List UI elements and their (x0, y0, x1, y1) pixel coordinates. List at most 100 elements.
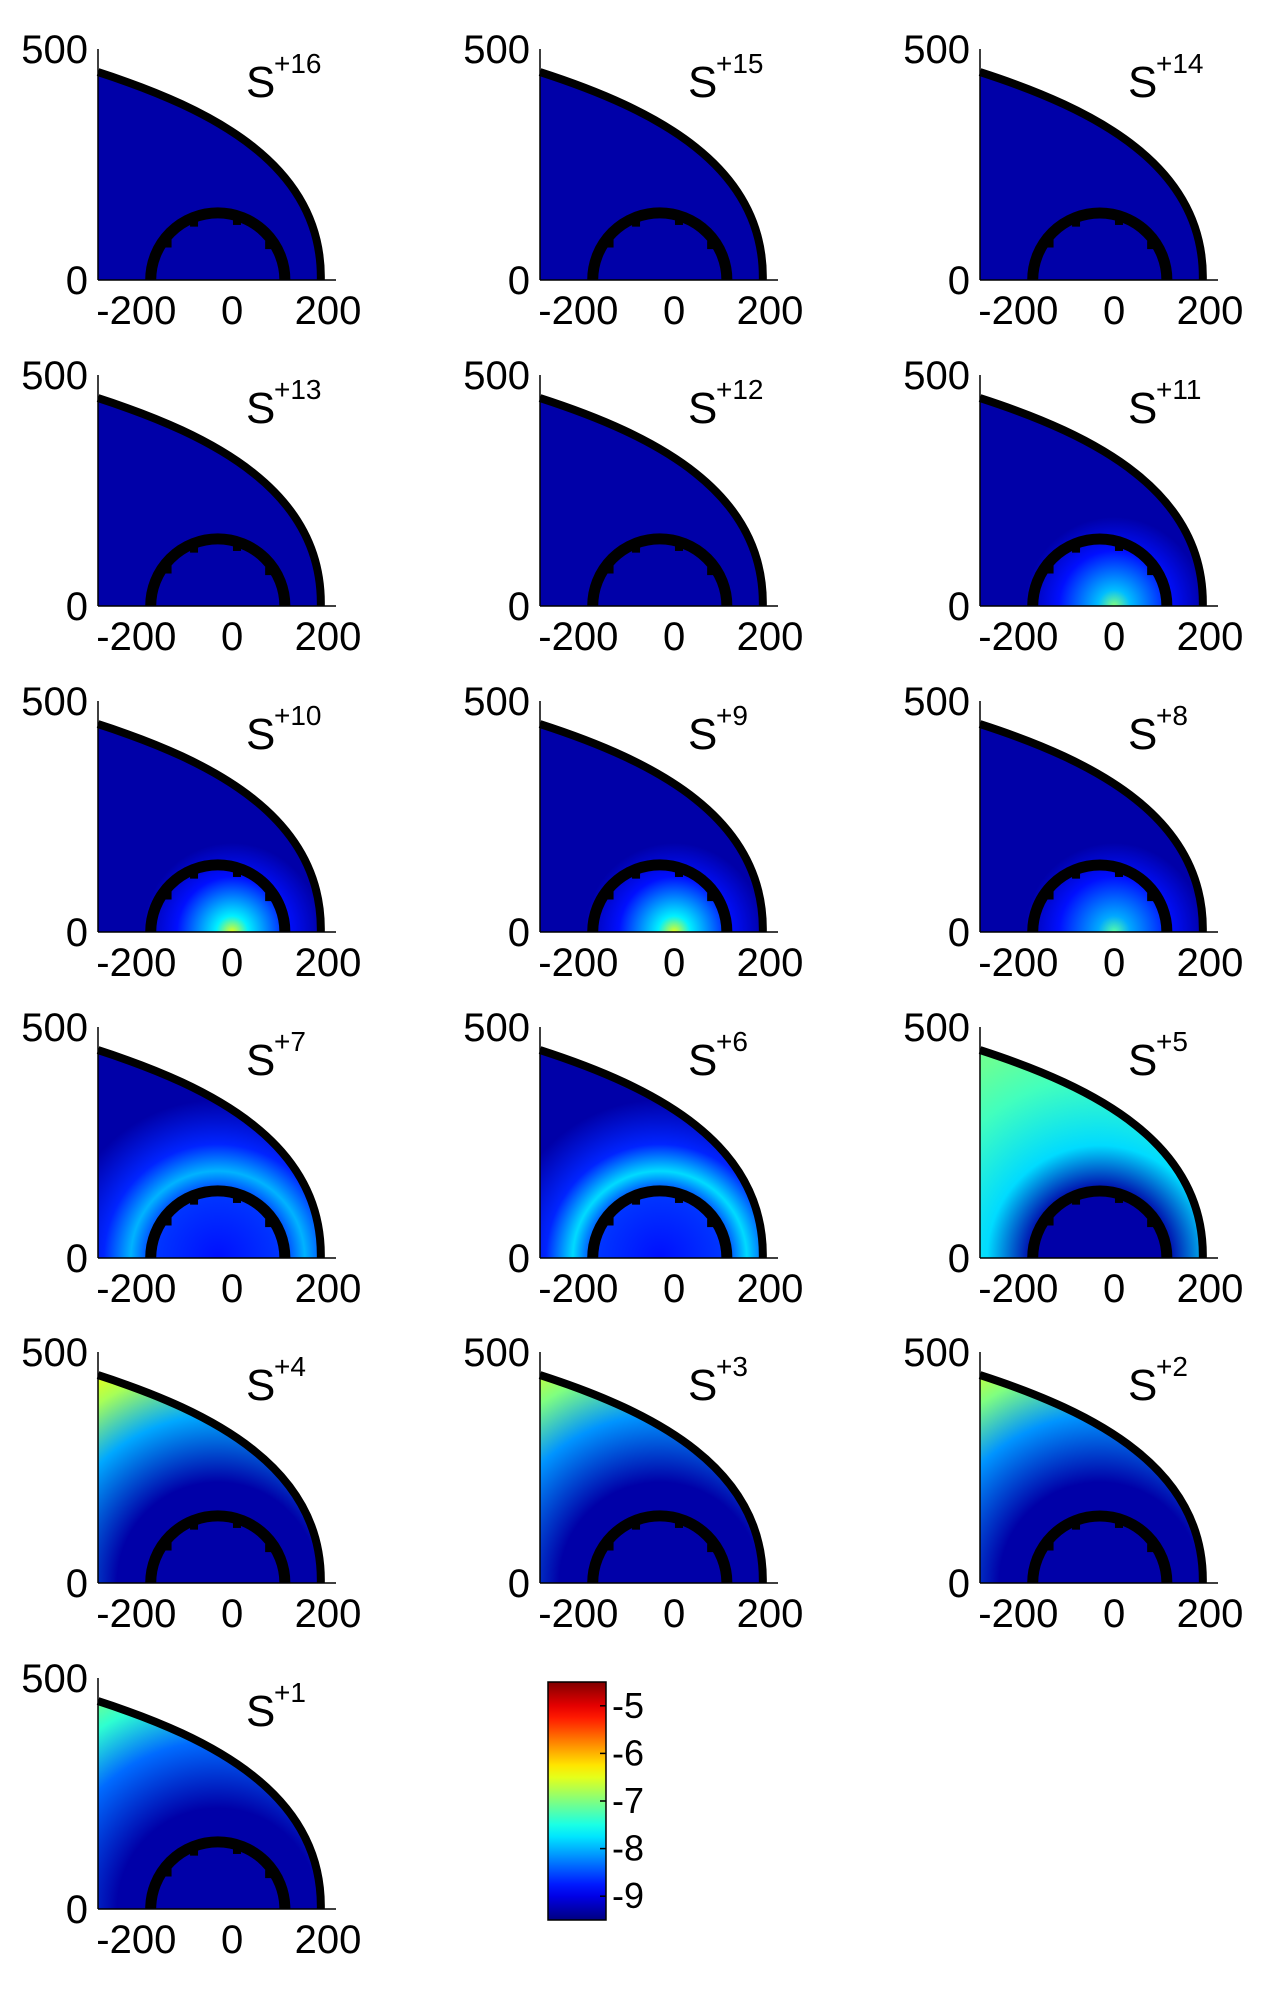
y-tick-label: 0 (508, 1237, 530, 1281)
outer-boundary (96, 720, 325, 933)
boundary-notch (1072, 544, 1081, 553)
panel-title: S (246, 384, 275, 433)
x-tick-label: -200 (538, 1592, 618, 1636)
boundary-notch (190, 1847, 199, 1856)
x-tick-label: 200 (1177, 941, 1244, 985)
boundary-notch (1147, 893, 1156, 902)
boundary-notch (232, 868, 241, 877)
x-tick-label: -200 (96, 1267, 176, 1311)
panel-title-charge: +2 (1156, 1351, 1188, 1382)
x-tick-label: 0 (221, 1592, 243, 1636)
panel-title: S (1128, 1361, 1157, 1410)
panel-title-charge: +12 (716, 374, 764, 405)
colorbar-gradient (547, 1681, 607, 1921)
y-tick-label: 500 (21, 1331, 88, 1375)
x-tick-label: -200 (978, 1592, 1058, 1636)
boundary-notch (1045, 1542, 1054, 1551)
boundary-notch (163, 1217, 172, 1226)
inner-boundary (145, 859, 291, 933)
boundary-notch (265, 1219, 274, 1228)
outer-boundary (96, 1697, 325, 1910)
boundary-notch (605, 1542, 614, 1551)
boundary-notch (232, 216, 241, 225)
outer-boundary (538, 1371, 767, 1584)
boundary-notch (707, 1219, 716, 1228)
panel-title-charge: +3 (716, 1351, 748, 1382)
y-tick-label: 0 (66, 911, 88, 955)
x-tick-label: -200 (538, 615, 618, 659)
boundary-notch (632, 1196, 641, 1205)
boundary-notch (190, 1196, 199, 1205)
boundary-notch (163, 565, 172, 574)
x-tick-label: 200 (1177, 289, 1244, 333)
boundary-notch (1114, 216, 1123, 225)
x-tick-label: 0 (1103, 1267, 1125, 1311)
panel-title: S (688, 710, 717, 759)
panel-title-charge: +13 (274, 374, 322, 405)
colorbar-tick-label: -7 (612, 1780, 644, 1821)
outer-boundary (96, 1371, 325, 1584)
panel-title-charge: +15 (716, 48, 764, 79)
y-tick-label: 500 (21, 354, 88, 398)
y-tick-label: 500 (903, 1331, 970, 1375)
outer-boundary (538, 720, 767, 933)
outer-boundary (538, 394, 767, 607)
outer-boundary (978, 394, 1207, 607)
x-tick-label: 200 (737, 1267, 804, 1311)
panel-title-charge: +1 (274, 1677, 306, 1708)
x-tick-label: 200 (1177, 1592, 1244, 1636)
inner-boundary (145, 533, 291, 607)
boundary-notch (1147, 567, 1156, 576)
y-tick-label: 500 (21, 680, 88, 724)
boundary-notch (1147, 1544, 1156, 1553)
boundary-notch (163, 891, 172, 900)
boundary-notch (674, 542, 683, 551)
y-tick-label: 500 (463, 354, 530, 398)
boundary-notch (1147, 1219, 1156, 1228)
y-tick-label: 500 (21, 28, 88, 72)
panel-title: S (688, 58, 717, 107)
y-tick-label: 0 (66, 1888, 88, 1932)
y-tick-label: 0 (508, 259, 530, 303)
outer-boundary (96, 68, 325, 281)
inner-boundary (587, 207, 733, 281)
panel-title: S (1128, 384, 1157, 433)
y-tick-label: 500 (903, 1006, 970, 1050)
boundary-notch (232, 542, 241, 551)
boundary-notch (163, 1542, 172, 1551)
panel-title: S (1128, 710, 1157, 759)
y-tick-label: 0 (66, 585, 88, 629)
x-tick-label: -200 (96, 941, 176, 985)
colorbar-tick-label: -5 (612, 1685, 644, 1726)
x-tick-label: 200 (295, 615, 362, 659)
boundary-notch (265, 1870, 274, 1879)
boundary-notch (1045, 1217, 1054, 1226)
boundary-notch (1045, 565, 1054, 574)
boundary-notch (1147, 241, 1156, 250)
x-tick-label: -200 (96, 1592, 176, 1636)
x-tick-label: 0 (1103, 1592, 1125, 1636)
boundary-notch (1114, 1194, 1123, 1203)
colorbar-tick-label: -8 (612, 1828, 644, 1869)
panel-title-charge: +10 (274, 700, 322, 731)
y-tick-label: 0 (66, 259, 88, 303)
panel-title: S (246, 1036, 275, 1085)
outer-boundary (538, 1046, 767, 1259)
x-tick-label: 200 (295, 1918, 362, 1962)
boundary-notch (632, 870, 641, 879)
panel-title: S (1128, 1036, 1157, 1085)
x-tick-label: -200 (96, 289, 176, 333)
boundary-notch (632, 218, 641, 227)
boundary-notch (265, 567, 274, 576)
inner-boundary (145, 1836, 291, 1910)
boundary-notch (232, 1845, 241, 1854)
boundary-notch (605, 1217, 614, 1226)
x-tick-label: 0 (663, 289, 685, 333)
panel-title-charge: +4 (274, 1351, 306, 1382)
boundary-notch (1114, 1519, 1123, 1528)
y-tick-label: 0 (508, 585, 530, 629)
panel-title-charge: +14 (1156, 48, 1204, 79)
